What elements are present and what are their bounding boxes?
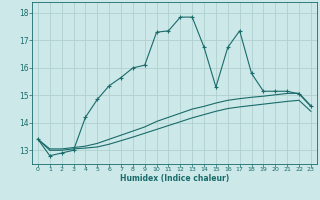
X-axis label: Humidex (Indice chaleur): Humidex (Indice chaleur) [120,174,229,183]
